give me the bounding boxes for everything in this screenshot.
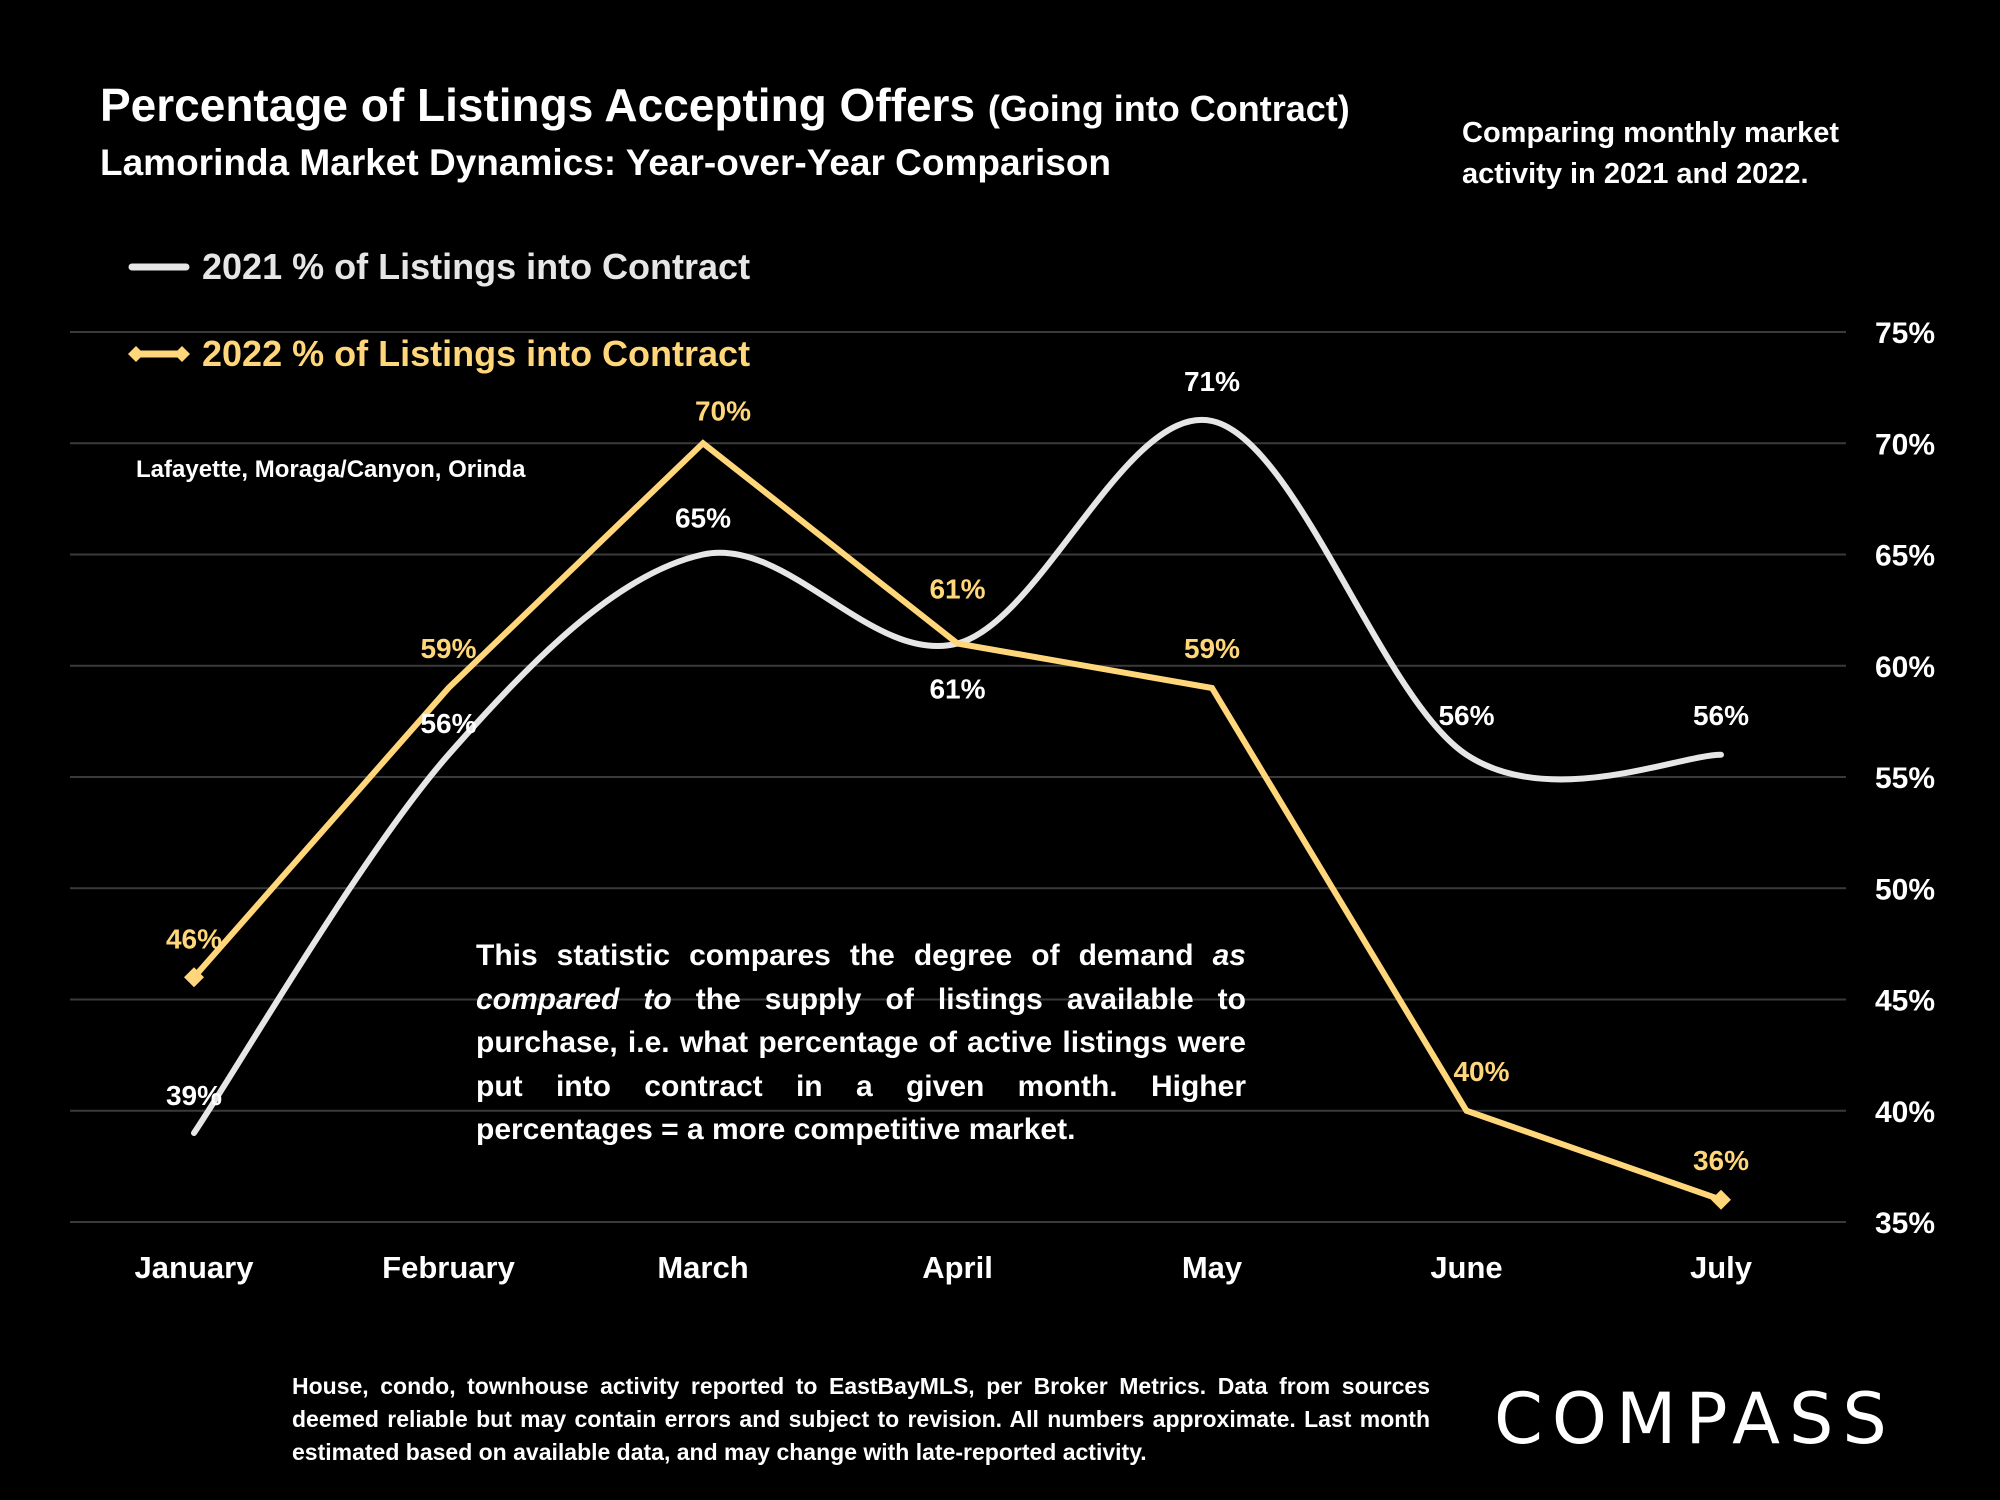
data-label-2022-june: 40% (1453, 1056, 1509, 1087)
data-label-2021-march: 65% (675, 503, 731, 534)
chart-title-suffix: (Going into Contract) (987, 88, 1350, 129)
data-label-2021-february: 56% (420, 708, 476, 739)
data-label-2022-january: 46% (166, 923, 222, 954)
region-label: Lafayette, Moraga/Canyon, Orinda (136, 456, 526, 483)
data-label-2021-january: 39% (166, 1080, 222, 1111)
x-axis-tick-labels: January February March April May June July (135, 1250, 1753, 1285)
y-tick-label-60: 60% (1875, 651, 1935, 684)
data-label-2022-march: 70% (695, 395, 751, 426)
series-line-2022 (191, 439, 1722, 1203)
data-labels: 39% 56% 65% 61% 71% 56% 56% 46% 59% 70% 61% 59% 40% 3… (166, 366, 1749, 1176)
data-label-2021-july: 56% (1693, 700, 1749, 731)
data-label-2022-february: 59% (420, 633, 476, 664)
series-lines (184, 416, 1731, 1210)
y-tick-label-70: 70% (1875, 428, 1935, 461)
chart-title-main: Percentage of Listings Accepting Offers (100, 79, 976, 131)
data-label-2022-july: 36% (1693, 1145, 1749, 1176)
chart-title: Percentage of Listings Accepting Offers … (100, 78, 1350, 132)
data-label-2022-may: 59% (1184, 633, 1240, 664)
y-tick-label-55: 55% (1875, 762, 1935, 795)
data-label-2021-may: 71% (1184, 366, 1240, 397)
x-tick-label-march: March (657, 1250, 748, 1285)
legend-swatch-2021 (128, 263, 190, 271)
side-note: Comparing monthly market activity in 202… (1462, 117, 1840, 190)
y-tick-label-35: 35% (1875, 1207, 1935, 1240)
series-marker-2022-july (1711, 1189, 1731, 1210)
x-tick-label-june: June (1430, 1250, 1502, 1285)
series-marker-2022-january (184, 967, 204, 988)
description-part2: the supply of listings available to purc… (476, 982, 1247, 1147)
legend-swatch-2022 (128, 346, 190, 362)
y-axis-tick-labels: 35% 40% 45% 50% 55% 60% 65% 70% 75% (1875, 317, 1935, 1240)
legend-item-2021: 2021 % of Listings into Contract (128, 242, 750, 292)
legend-item-2022: 2022 % of Listings into Contract (128, 329, 750, 379)
legend-label-2022: 2022 % of Listings into Contract (202, 333, 751, 374)
x-tick-label-may: May (1182, 1250, 1243, 1285)
x-tick-label-july: July (1690, 1250, 1753, 1285)
chart-subtitle: Lamorinda Market Dynamics: Year-over-Yea… (100, 142, 1112, 183)
data-label-2022-april: 61% (929, 574, 985, 605)
data-label-2021-june: 56% (1438, 700, 1494, 731)
y-tick-label-65: 65% (1875, 540, 1935, 573)
y-tick-label-40: 40% (1875, 1096, 1935, 1129)
y-tick-label-75: 75% (1875, 317, 1935, 350)
description-emphasis: as compared to (476, 939, 1246, 1016)
y-tick-label-50: 50% (1875, 873, 1935, 906)
legend-label-2021: 2021 % of Listings into Contract (202, 246, 751, 287)
description-text: This statistic compares the degree of de… (476, 934, 1246, 1152)
y-tick-label-45: 45% (1875, 985, 1935, 1018)
footnote: House, condo, townhouse activity reporte… (292, 1373, 1430, 1465)
compass-logo: COMPASS (1494, 1378, 1896, 1460)
x-tick-label-april: April (922, 1250, 993, 1285)
gridlines (70, 331, 1846, 1223)
x-tick-label-february: February (382, 1250, 515, 1285)
x-tick-label-january: January (135, 1250, 255, 1285)
data-label-2021-april: 61% (929, 674, 985, 705)
description-part1: This statistic compares the degree of de… (476, 939, 1213, 972)
